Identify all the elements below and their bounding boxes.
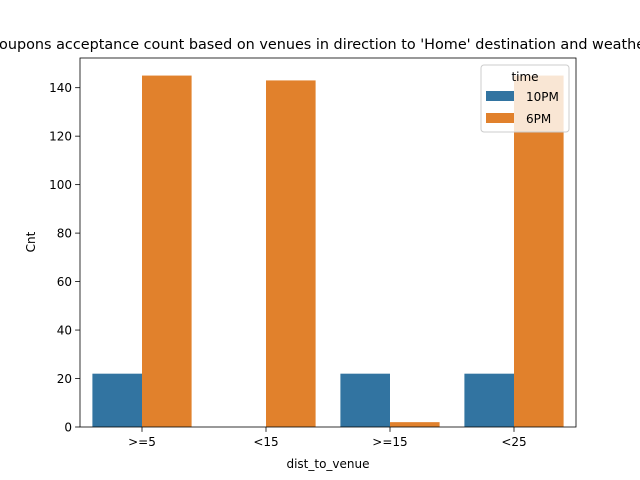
chart-marks (92, 75, 564, 428)
y-axis-label: Cnt (24, 231, 38, 252)
bar-6PM-3 (514, 75, 564, 428)
bar-10PM-0 (92, 373, 142, 427)
plot-frame (79, 57, 577, 428)
legend-label-10PM: 10PM (526, 90, 559, 104)
legend-label-6PM: 6PM (526, 112, 551, 126)
bar-6PM-2 (390, 422, 440, 427)
legend: time 10PM 6PM (480, 64, 570, 133)
y-tick-label: 120 (49, 129, 72, 143)
x-tick-label: <15 (253, 435, 278, 449)
y-tick-label: 0 (64, 420, 72, 434)
y-tick-label: 100 (49, 178, 72, 192)
x-tick-label: >=5 (128, 435, 156, 449)
bar-6PM-1 (266, 80, 316, 428)
legend-swatch-6PM (486, 113, 514, 123)
legend-swatch-10PM (486, 91, 514, 101)
bar-6PM-0 (142, 75, 192, 428)
y-tick-label: 80 (57, 226, 72, 240)
y-tick-label: 40 (57, 323, 72, 337)
x-axis-label: dist_to_venue (286, 457, 369, 471)
chart-axes: >=5 <15 >=15 <25 0 20 40 60 80 100 120 140 (49, 57, 577, 449)
y-tick-label: 140 (49, 81, 72, 95)
legend-title: time (511, 70, 538, 84)
bar-10PM-3 (464, 373, 514, 427)
x-tick-label: >=15 (372, 435, 407, 449)
chart-title: Coupons acceptance count based on venues… (0, 37, 640, 53)
y-tick-label: 60 (57, 275, 72, 289)
y-tick-label: 20 (57, 372, 72, 386)
bar-10PM-2 (340, 373, 390, 427)
x-tick-label: <25 (501, 435, 526, 449)
